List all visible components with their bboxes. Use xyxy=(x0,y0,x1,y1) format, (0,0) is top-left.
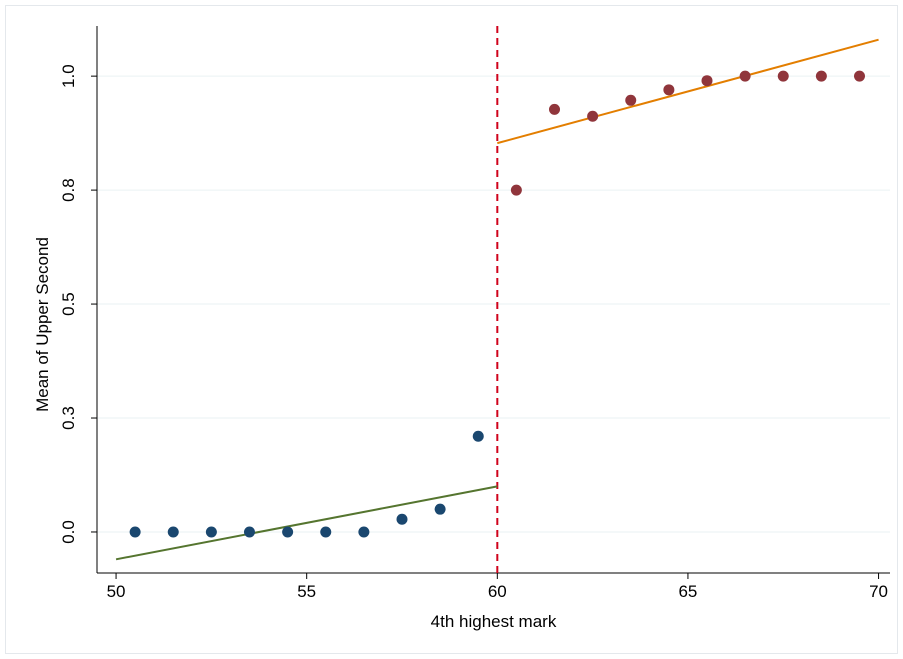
x-tick-label: 50 xyxy=(107,582,126,601)
data-point-below-cutoff xyxy=(205,526,217,538)
data-point-below-cutoff xyxy=(358,526,370,538)
data-point-above-cutoff xyxy=(739,70,751,82)
y-tick-label: 0.3 xyxy=(59,406,78,430)
y-tick-label: 0.0 xyxy=(59,520,78,544)
data-point-above-cutoff xyxy=(510,184,522,196)
data-point-below-cutoff xyxy=(129,526,141,538)
x-tick-label: 70 xyxy=(869,582,888,601)
data-point-below-cutoff xyxy=(244,526,255,538)
data-point-above-cutoff xyxy=(663,84,675,96)
data-point-above-cutoff xyxy=(625,94,637,106)
fit-line-right xyxy=(497,38,879,145)
data-point-above-cutoff xyxy=(701,75,713,87)
x-tick-label: 55 xyxy=(297,582,316,601)
data-point-below-cutoff xyxy=(396,513,408,525)
y-axis-title: Mean of Upper Second xyxy=(33,237,52,412)
fit-line-left xyxy=(115,485,498,561)
grid-lines xyxy=(97,75,890,533)
data-point-above-cutoff xyxy=(549,103,560,115)
x-tick-label: 65 xyxy=(678,582,697,601)
data-point-above-cutoff xyxy=(587,110,599,122)
data-point-above-cutoff xyxy=(854,70,865,82)
data-point-above-cutoff xyxy=(777,70,789,82)
data-point-below-cutoff xyxy=(282,526,294,538)
y-tick-label: 1.0 xyxy=(59,64,78,88)
data-point-below-cutoff xyxy=(167,526,179,538)
data-point-below-cutoff xyxy=(320,526,332,538)
y-tick-label: 0.5 xyxy=(59,292,78,316)
x-tick-label: 60 xyxy=(488,582,507,601)
chart-frame xyxy=(5,5,898,654)
data-point-below-cutoff xyxy=(472,430,484,442)
axes xyxy=(91,26,890,579)
data-point-above-cutoff xyxy=(815,70,827,82)
x-axis-title: 4th highest mark xyxy=(431,612,557,631)
data-points xyxy=(129,70,865,538)
y-tick-label: 0.8 xyxy=(59,178,78,202)
data-point-below-cutoff xyxy=(434,503,446,515)
fit-lines xyxy=(115,26,879,573)
tick-labels: 50 55 60 65 70 0.0 0.3 0.5 0.8 1.0 xyxy=(59,64,888,601)
